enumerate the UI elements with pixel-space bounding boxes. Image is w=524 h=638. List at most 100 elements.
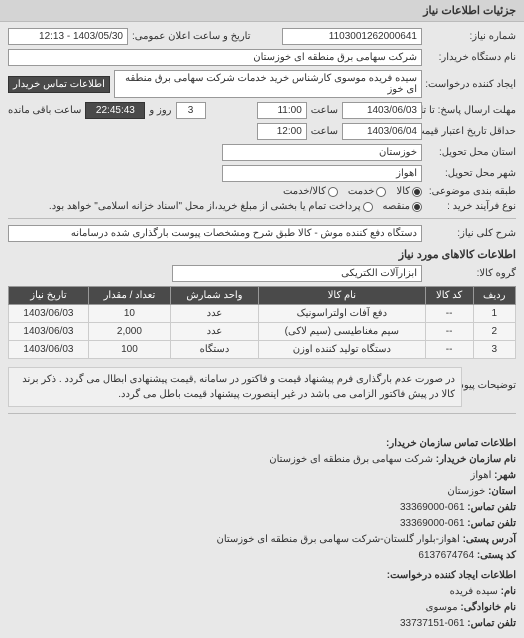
c-addr-label: آدرس پستی:: [463, 534, 516, 545]
category-label: طبقه بندی موضوعی:: [426, 186, 516, 197]
table-cell: 10: [88, 305, 170, 323]
r-fam-label: نام خانوادگی:: [460, 602, 516, 613]
days-left-value: 3: [176, 102, 206, 119]
days-left-label: روز و: [149, 105, 171, 116]
r-name-label: نام:: [501, 586, 516, 597]
c-city-value: اهواز: [471, 470, 492, 481]
c-org-label: نام سازمان خریدار:: [436, 454, 516, 465]
announce-label: تاریخ و ساعت اعلان عمومی:: [132, 31, 251, 42]
creator-value: سیده فریده موسوی کارشناس خرید خدمات شرکت…: [114, 70, 422, 98]
need-number-label: شماره نیاز:: [426, 31, 516, 42]
goods-section-title: اطلاعات کالاهای مورد نیاز: [8, 248, 516, 261]
province-label: استان محل تحویل:: [426, 147, 516, 158]
table-cell: سیم مغناطیسی (سیم لاکی): [258, 323, 425, 341]
form-area: شماره نیاز: 1103001262000641 تاریخ و ساع…: [0, 22, 524, 426]
c-fax-value: 061-33369000: [400, 518, 465, 529]
table-col-header: ردیف: [473, 287, 515, 305]
table-cell: --: [425, 341, 473, 359]
remaining-time-value: 22:45:43: [85, 102, 145, 119]
table-col-header: واحد شمارش: [170, 287, 258, 305]
deadline-send-date: 1403/06/03: [342, 102, 422, 119]
page-title: جزئیات اطلاعات نیاز: [0, 0, 524, 22]
table-cell: عدد: [170, 323, 258, 341]
c-tel-label: تلفن تماس:: [467, 502, 516, 513]
table-cell: 1: [473, 305, 515, 323]
radio-khadamat[interactable]: [376, 187, 386, 197]
c-fax-label: تلفن تماس:: [467, 518, 516, 529]
table-cell: 1403/06/03: [9, 341, 89, 359]
r-name-value: سیده فریده: [450, 586, 498, 597]
table-cell: 1403/06/03: [9, 305, 89, 323]
deadline-send-label: مهلت ارسال پاسخ: تا تاریخ:: [426, 105, 516, 116]
r-tel-label: تلفن تماس:: [467, 618, 516, 629]
buyer-org-label: نام دستگاه خریدار:: [426, 52, 516, 63]
deadline-send-time: 11:00: [257, 102, 307, 119]
table-col-header: کد کالا: [425, 287, 473, 305]
need-number-value: 1103001262000641: [282, 28, 422, 45]
table-col-header: نام کالا: [258, 287, 425, 305]
process-radio-group: منقصه پرداخت تمام یا بخشی از مبلغ خرید،ا…: [49, 201, 422, 212]
table-header-row: ردیفکد کالانام کالاواحد شمارشتعداد / مقد…: [9, 287, 516, 305]
c-addr-value: اهواز-بلوار گلستان-شرکت سهامی برق منطقه …: [217, 534, 460, 545]
key-label: شرح کلی نیاز:: [426, 228, 516, 239]
table-row: 2--سیم مغناطیسی (سیم لاکی)عدد2,0001403/0…: [9, 323, 516, 341]
c-post-value: 6137674764: [418, 550, 474, 561]
table-cell: 2: [473, 323, 515, 341]
table-cell: --: [425, 305, 473, 323]
c-org-value: شرکت سهامی برق منطقه ای خوزستان: [269, 454, 433, 465]
radio-kala-label: کالا: [396, 186, 410, 197]
radio-kala[interactable]: [412, 187, 422, 197]
price-hist-label: حداقل تاریخ اعتبار قیمت: تا تاریخ:: [426, 126, 516, 137]
c-tel-value: 061-33369000: [400, 502, 465, 513]
radio-partial[interactable]: [363, 202, 373, 212]
creator-label: ایجاد کننده درخواست:: [426, 79, 516, 90]
table-col-header: تعداد / مقدار: [88, 287, 170, 305]
requester-header: اطلاعات ایجاد کننده درخواست:: [8, 568, 516, 584]
note-label: توضیحات پیوست:: [466, 380, 516, 391]
table-row: 1--دفع آفات اولتراسونیکعدد101403/06/03: [9, 305, 516, 323]
radio-khadamat-label: خدمت: [348, 186, 375, 197]
radio-both[interactable]: [328, 187, 338, 197]
radio-both-label: کالا/خدمت: [283, 186, 326, 197]
c-post-label: کد پستی:: [477, 550, 516, 561]
note-box: در صورت عدم بارگذاری فرم پیشنهاد قیمت و …: [8, 367, 462, 407]
province-value: خوزستان: [222, 144, 422, 161]
table-cell: 2,000: [88, 323, 170, 341]
buyer-org-value: شرکت سهامی برق منطقه ای خوزستان: [8, 49, 422, 66]
process-label: نوع فرآیند خرید :: [426, 201, 516, 212]
time-label-2: ساعت: [311, 126, 338, 137]
r-tel-value: 061-33737151: [400, 618, 465, 629]
c-prov-value: خوزستان: [447, 486, 485, 497]
c-prov-label: استان:: [488, 486, 516, 497]
c-city-label: شهر:: [494, 470, 516, 481]
table-cell: دستگاه تولید کننده اوزن: [258, 341, 425, 359]
category-radio-group: کالا خدمت کالا/خدمت: [283, 186, 422, 197]
contact-section: اطلاعات تماس سازمان خریدار: نام سازمان خ…: [0, 426, 524, 638]
key-value: دستگاه دفع کننده موش - کالا طبق شرح ومشخ…: [8, 225, 422, 242]
radio-monaghese-label: منقصه: [383, 201, 410, 212]
r-fam-value: موسوی: [426, 602, 458, 613]
group-value: ابزارآلات الکتریکی: [172, 265, 422, 282]
table-col-header: تاریخ نیاز: [9, 287, 89, 305]
table-cell: 3: [473, 341, 515, 359]
radio-partial-label: پرداخت تمام یا بخشی از مبلغ خرید،از محل …: [49, 201, 361, 212]
table-cell: دفع آفات اولتراسونیک: [258, 305, 425, 323]
table-row: 3--دستگاه تولید کننده اوزندستگاه1001403/…: [9, 341, 516, 359]
radio-monaghese[interactable]: [412, 202, 422, 212]
table-cell: 1403/06/03: [9, 323, 89, 341]
contact-header: اطلاعات تماس سازمان خریدار:: [8, 436, 516, 452]
price-hist-date: 1403/06/04: [342, 123, 422, 140]
group-label: گروه کالا:: [426, 268, 516, 279]
price-hist-time: 12:00: [257, 123, 307, 140]
table-cell: 100: [88, 341, 170, 359]
goods-table: ردیفکد کالانام کالاواحد شمارشتعداد / مقد…: [8, 286, 516, 359]
table-cell: --: [425, 323, 473, 341]
announce-value: 1403/05/30 - 12:13: [8, 28, 128, 45]
time-label-1: ساعت: [311, 105, 338, 116]
table-cell: دستگاه: [170, 341, 258, 359]
remaining-label: ساعت باقی مانده: [8, 105, 81, 116]
city-value: اهواز: [222, 165, 422, 182]
buyer-contact-button[interactable]: اطلاعات تماس خریدار: [8, 76, 110, 93]
table-cell: عدد: [170, 305, 258, 323]
city-label: شهر محل تحویل:: [426, 168, 516, 179]
